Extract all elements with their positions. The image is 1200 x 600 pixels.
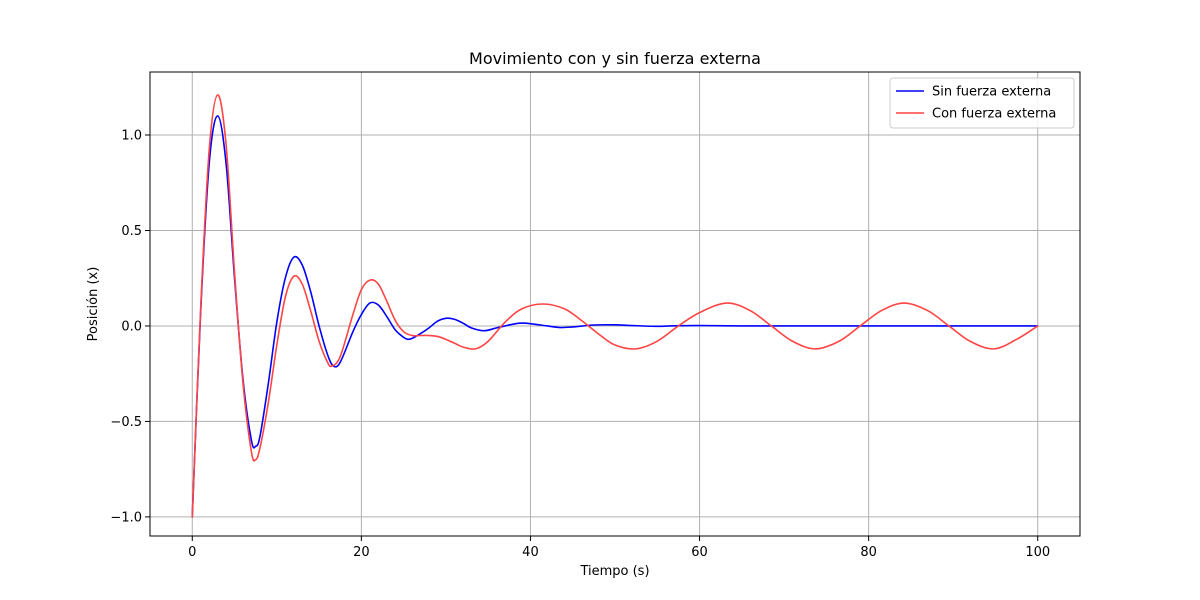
y-tick-label: −1.0 xyxy=(110,510,142,525)
legend-label-2: Con fuerza externa xyxy=(932,107,1056,122)
x-tick-label: 80 xyxy=(860,545,877,560)
legend-label-1: Sin fuerza externa xyxy=(932,85,1051,100)
y-tick-label: −0.5 xyxy=(110,415,142,430)
x-axis-label: Tiempo (s) xyxy=(579,564,649,579)
y-tick-label: 0.5 xyxy=(121,224,142,239)
tick-layer: 0 20 40 60 80 100 −1.0 −0.5 0.0 0.5 1.0 xyxy=(110,129,1050,560)
series-line-2 xyxy=(191,94,1039,518)
series-layer xyxy=(191,94,1039,518)
y-tick-label: 1.0 xyxy=(121,129,142,144)
y-axis-label: Posición (x) xyxy=(86,267,101,342)
x-tick-label: 60 xyxy=(691,545,708,560)
x-tick-label: 20 xyxy=(353,545,370,560)
plot-frame xyxy=(149,71,1081,537)
chart-title: Movimiento con y sin fuerza externa xyxy=(469,49,761,68)
grid-layer xyxy=(150,72,1080,536)
series-line-1 xyxy=(191,115,1039,518)
x-tick-label: 100 xyxy=(1025,545,1050,560)
y-tick-label: 0.0 xyxy=(121,319,142,334)
x-tick-label: 40 xyxy=(522,545,539,560)
legend: Sin fuerza externa Con fuerza externa xyxy=(889,77,1075,129)
x-tick-label: 0 xyxy=(188,545,196,560)
legend-box xyxy=(889,77,1075,129)
